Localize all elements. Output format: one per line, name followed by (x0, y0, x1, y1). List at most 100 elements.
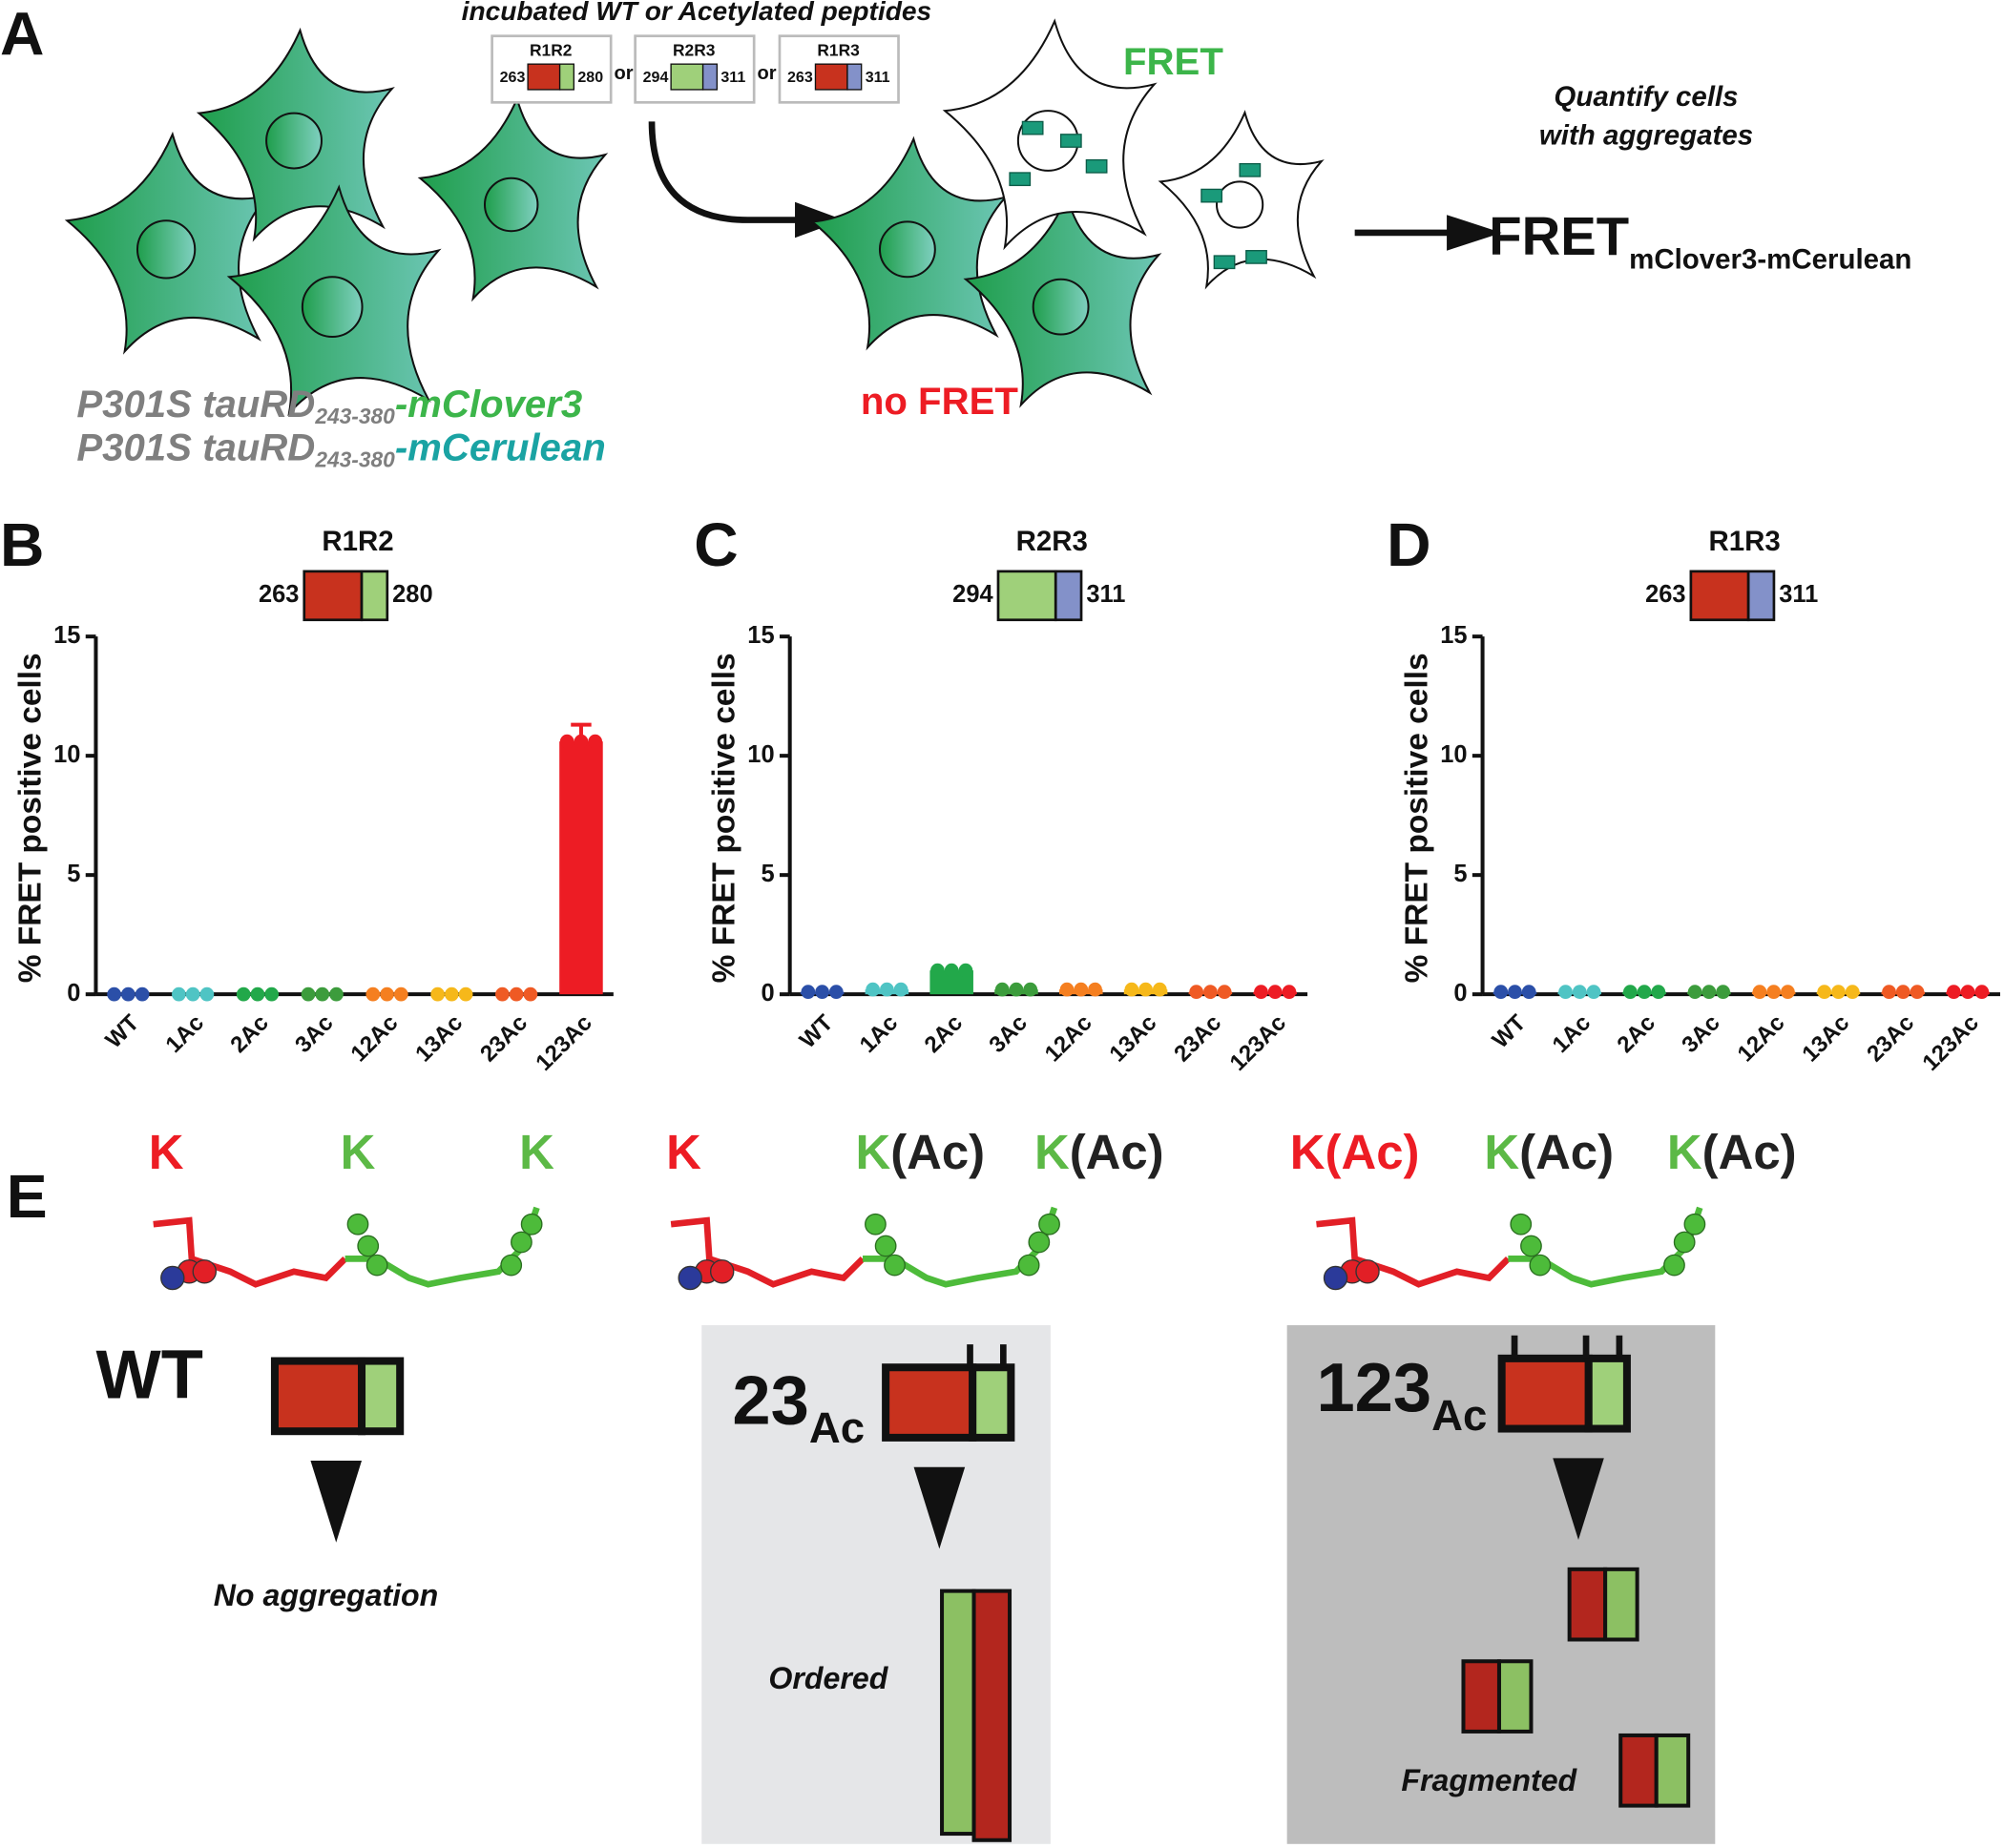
x-tick-label: WT (795, 1009, 839, 1053)
x-tick-label: 13Ac (1797, 1010, 1854, 1068)
data-point (1687, 985, 1702, 1000)
residue: K (519, 1126, 554, 1180)
y-tick-label: 10 (1440, 741, 1467, 768)
chart-title: R1R3 (1708, 526, 1780, 557)
atom (1683, 1213, 1706, 1235)
peptide-seg (1689, 570, 1750, 622)
x-tick-label: 123Ac (531, 1010, 596, 1076)
atom (865, 1213, 887, 1235)
chart-title: R2R3 (1016, 526, 1088, 557)
label: 311 (720, 69, 745, 86)
label: incubated WT or Acetylated peptides (462, 0, 932, 26)
data-point (1622, 985, 1638, 1000)
label: 294 (643, 69, 669, 86)
cell (64, 131, 272, 355)
peptide-seg (814, 63, 848, 91)
data-point (1023, 982, 1038, 997)
aggregate (1009, 172, 1032, 187)
data-point (1282, 985, 1297, 1000)
data-point (1124, 982, 1139, 997)
residue: K (666, 1126, 701, 1180)
data-point (1817, 985, 1832, 1000)
data-point (1845, 985, 1860, 1000)
residue-k: K (149, 1126, 184, 1180)
molecule-red (153, 1216, 347, 1288)
fragment (1618, 1733, 1659, 1808)
residue-mod: (Ac) (1519, 1126, 1614, 1180)
x-tick-label: 13Ac (1105, 1010, 1162, 1068)
atom (1038, 1213, 1060, 1235)
label: 280 (392, 581, 432, 608)
y-tick-label: 0 (1453, 980, 1467, 1007)
data-point (523, 986, 538, 1002)
construct-range: 243-380 (314, 447, 395, 472)
label: 263 (259, 581, 299, 608)
data-point (1267, 985, 1283, 1000)
peptide-seg (558, 63, 575, 91)
data-point (1521, 985, 1536, 1000)
atom (520, 1213, 543, 1235)
construct-range: 243-380 (314, 404, 395, 428)
x-tick-label: 2Ac (225, 1010, 273, 1058)
residue-mod: (Ac) (890, 1126, 985, 1180)
data-point (1203, 985, 1218, 1000)
residue-mod: (Ac) (1326, 1126, 1420, 1180)
fibril (940, 1588, 976, 1837)
data-point (301, 986, 316, 1002)
bar (559, 741, 603, 995)
molecule-red (670, 1216, 866, 1288)
caption: Ordered (768, 1661, 888, 1695)
x-tick-label: 3Ac (290, 1010, 338, 1058)
state-label-sub: Ac (1431, 1391, 1487, 1440)
data-point (1960, 985, 1975, 1000)
data-point (1974, 985, 1990, 1000)
x-tick-label: 123Ac (1918, 1010, 1984, 1076)
data-point (801, 985, 816, 1000)
arrow (648, 121, 805, 223)
panel-letter: D (1387, 510, 1430, 579)
data-point (458, 986, 473, 1002)
peptide-seg (360, 570, 389, 622)
y-tick-label: 15 (747, 622, 774, 649)
x-tick-label: WT (1488, 1009, 1532, 1053)
readout-sub: mClover3-mCerulean (1629, 243, 1911, 275)
nucleus (878, 220, 936, 279)
data-point (1088, 982, 1102, 997)
label: 294 (952, 581, 993, 608)
aggregate (1085, 158, 1108, 174)
data-point (1217, 985, 1232, 1000)
x-tick-label: 1Ac (855, 1010, 903, 1058)
data-point (1254, 985, 1268, 1000)
caption: Fragmented (1401, 1763, 1577, 1797)
data-point (315, 986, 330, 1002)
residue-k: K (1667, 1126, 1702, 1180)
data-point (815, 985, 829, 1000)
residue: K(Ac) (1034, 1126, 1164, 1180)
residue: K (341, 1126, 376, 1180)
residue: K(Ac) (1290, 1126, 1420, 1180)
chart-title: R1R2 (322, 526, 393, 557)
y-tick-label: 10 (53, 741, 80, 768)
panel-letter: E (7, 1162, 48, 1231)
cell (1158, 110, 1325, 290)
peptide-seg (270, 1357, 366, 1436)
state-label-text: 123 (1316, 1350, 1431, 1426)
atom (1017, 1254, 1040, 1277)
data-point (1493, 985, 1509, 1000)
atom (160, 1265, 185, 1291)
construct-name: P301S tauRD (76, 383, 315, 426)
readout-text: FRET (1489, 206, 1629, 266)
atom (365, 1254, 388, 1277)
label: 311 (1779, 581, 1818, 608)
data-point (574, 734, 589, 749)
state-label-sub: Ac (809, 1403, 865, 1452)
data-point (1138, 982, 1153, 997)
down-arrow (913, 1466, 966, 1549)
aggregate (1059, 134, 1082, 148)
data-point (393, 986, 408, 1002)
data-point (1189, 985, 1204, 1000)
y-tick-label: 0 (67, 980, 80, 1007)
aggregate (1239, 162, 1262, 177)
state-label-text: 23 (732, 1363, 808, 1440)
